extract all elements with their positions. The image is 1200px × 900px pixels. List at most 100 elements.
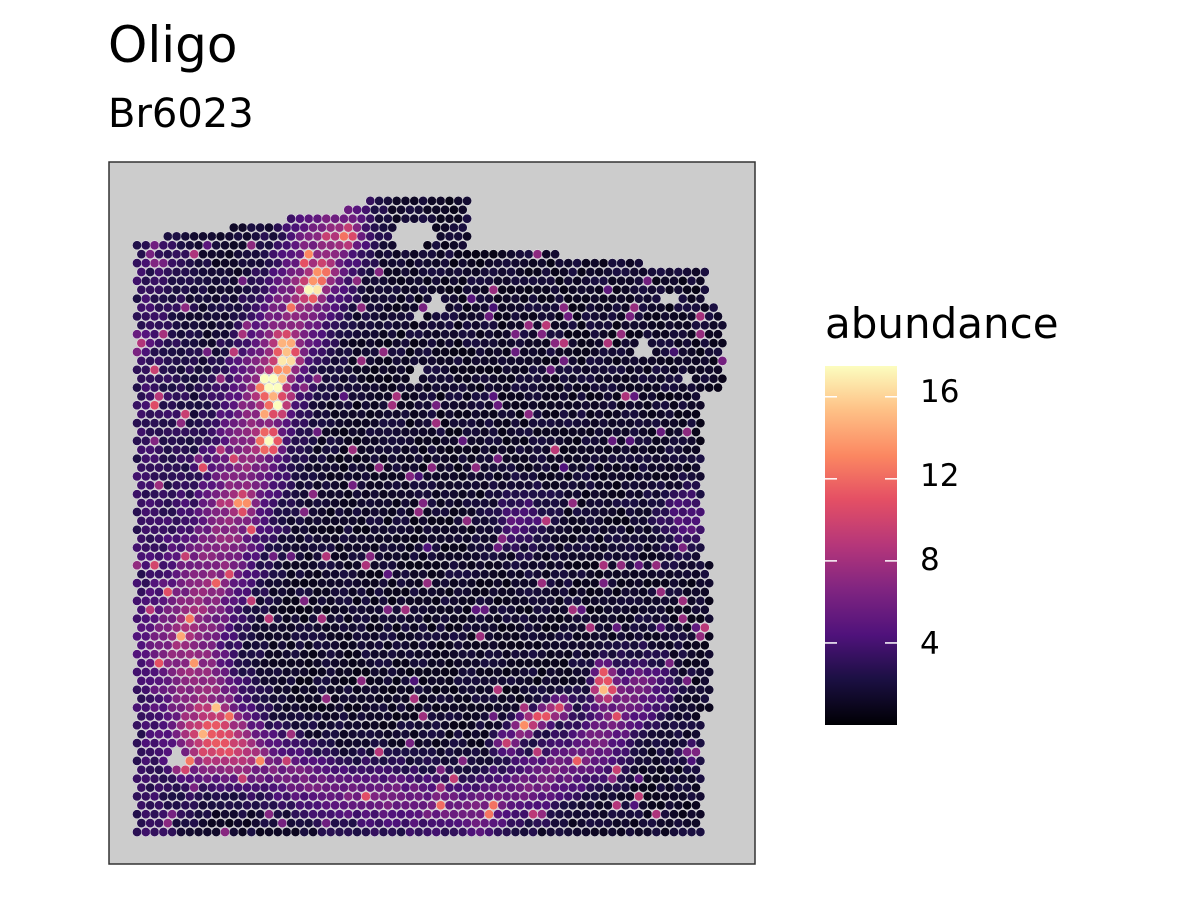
spot [625,756,635,766]
legend-tick-label: 8 [920,542,940,578]
spot [308,311,318,322]
spot [501,489,512,500]
spot [528,809,538,820]
spot [695,702,706,713]
spot [629,622,640,633]
spot [629,747,640,757]
spot [378,578,389,588]
spot [625,578,635,588]
spot [176,649,186,660]
spot [457,667,468,677]
spot [642,791,653,802]
spot [391,320,402,331]
spot [576,640,587,651]
spot [559,267,569,277]
spot [629,765,640,775]
spot [325,702,336,713]
spot [554,507,565,517]
spot [361,471,371,482]
spot [365,658,376,668]
spot [171,373,182,384]
spot [590,258,600,268]
spot [488,765,499,775]
spot [449,756,459,766]
spot [647,658,657,668]
spot [449,400,459,411]
spot [383,267,393,277]
spot [515,711,525,722]
spot [422,702,433,713]
spot [532,409,543,420]
spot [259,480,270,491]
spot [149,418,160,428]
spot [228,382,239,393]
spot [202,311,213,322]
spot [242,267,252,277]
spot [361,578,371,588]
spot [202,827,213,837]
spot [378,613,389,624]
chart-subtitle: Br6023 [108,91,254,137]
spot [149,258,160,268]
spot [519,364,530,375]
spot [537,276,547,286]
spot [378,329,389,340]
spot [704,649,715,660]
spot [435,658,446,668]
spot [369,364,380,375]
spot [642,276,653,286]
spot [228,613,239,624]
spot [541,249,552,259]
spot [686,613,697,624]
spot [497,551,508,562]
spot [669,809,679,820]
spot [567,747,578,757]
spot [312,320,323,331]
spot [145,747,155,757]
spot [193,382,204,393]
spot [532,782,543,793]
spot [374,284,384,295]
spot [501,276,512,286]
spot [493,453,503,464]
spot [220,240,230,251]
spot [581,400,591,411]
spot [378,525,389,535]
spot [682,480,693,491]
spot [642,471,653,482]
spot [325,293,336,304]
spot [686,560,697,571]
spot [603,444,613,455]
spot [343,364,354,375]
spot [515,729,525,740]
spot [259,693,270,704]
spot [242,587,252,597]
spot [493,293,503,304]
spot [594,302,605,313]
spot [479,658,490,668]
spot [673,640,684,651]
spot [189,622,199,633]
spot [528,560,538,571]
spot [515,409,525,420]
spot [651,667,662,677]
spot [634,827,644,837]
spot [620,284,631,295]
spot [132,347,142,357]
spot [700,676,710,686]
spot [559,551,569,562]
spot [559,605,569,615]
spot [167,613,177,624]
spot [277,444,288,455]
spot [625,773,635,784]
spot [308,613,318,624]
spot [691,391,701,402]
spot [673,729,684,740]
spot [374,213,384,224]
spot [308,293,318,304]
spot [206,320,217,331]
spot [237,702,248,713]
spot [638,480,649,491]
spot [550,711,560,722]
spot [440,809,450,820]
